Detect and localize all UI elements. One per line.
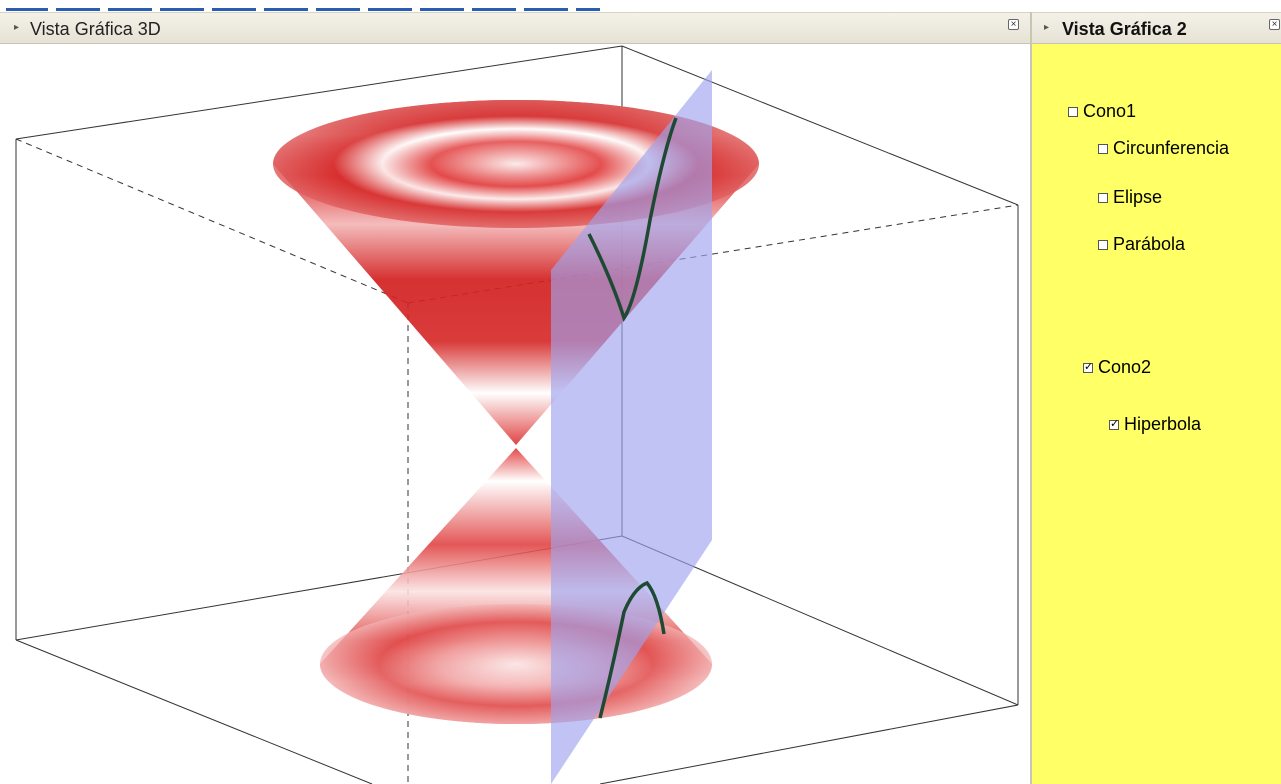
checkbox-cono2[interactable]: Cono2	[1083, 357, 1151, 378]
checkbox-cono1[interactable]: Cono1	[1068, 101, 1136, 122]
triangle-right-icon[interactable]: ▸	[1044, 22, 1050, 33]
checkbox-label: Parábola	[1113, 234, 1186, 254]
toolbar-tab[interactable]	[264, 8, 308, 11]
checkbox-elipse[interactable]: Elipse	[1098, 187, 1162, 208]
checkbox-label: Cono1	[1083, 101, 1137, 121]
checkbox-box	[1098, 239, 1108, 250]
checkbox-box-checked	[1083, 360, 1093, 373]
hyperbola-curve	[587, 117, 678, 719]
toolbar-tab[interactable]	[472, 8, 516, 11]
toolbar-tab[interactable]	[368, 8, 412, 11]
toolbar-tab[interactable]	[420, 8, 464, 11]
view-3d-title: Vista Gráfica 3D	[30, 19, 161, 39]
toolbar-tab[interactable]	[56, 8, 100, 11]
toolbar-tab[interactable]	[524, 8, 568, 11]
triangle-right-icon[interactable]: ▸	[14, 22, 20, 33]
toolbar-strip	[0, 0, 1281, 12]
view-3d-header: ▸ Vista Gráfica 3D ×	[0, 12, 1030, 44]
cutting-plane	[551, 70, 712, 784]
checkbox-box	[1068, 106, 1078, 117]
graphics-2-view: Cono1 Circunferencia Elipse Parábola Con…	[1032, 44, 1281, 784]
toolbar-tab[interactable]	[160, 8, 204, 11]
toolbar-tab[interactable]	[108, 8, 152, 11]
checkbox-box	[1098, 143, 1108, 154]
view-divider[interactable]	[1030, 12, 1032, 784]
checkbox-label: Circunferencia	[1113, 138, 1230, 158]
close-icon[interactable]: ×	[1269, 19, 1280, 30]
graphics-3d-view[interactable]	[0, 44, 1030, 784]
checkbox-circunferencia[interactable]: Circunferencia	[1098, 138, 1229, 159]
checkbox-box-checked	[1109, 417, 1119, 430]
toolbar-tab[interactable]	[6, 8, 48, 11]
checkbox-parabola[interactable]: Parábola	[1098, 234, 1185, 255]
toolbar-tab[interactable]	[212, 8, 256, 11]
view-2-header: ▸ Vista Gráfica 2 ×	[1032, 12, 1281, 44]
checkbox-hiperbola[interactable]: Hiperbola	[1109, 414, 1201, 435]
checkbox-label: Cono2	[1098, 357, 1152, 377]
checkbox-box	[1098, 192, 1108, 203]
bounding-box-front	[15, 205, 1019, 784]
close-icon[interactable]: ×	[1008, 19, 1019, 30]
checkbox-label: Hiperbola	[1124, 414, 1202, 434]
view-2-title: Vista Gráfica 2	[1062, 19, 1187, 39]
toolbar-tab[interactable]	[316, 8, 360, 11]
graphics-3d-canvas[interactable]	[0, 44, 1030, 784]
checkbox-label: Elipse	[1113, 187, 1163, 207]
toolbar-tab[interactable]	[576, 8, 600, 11]
